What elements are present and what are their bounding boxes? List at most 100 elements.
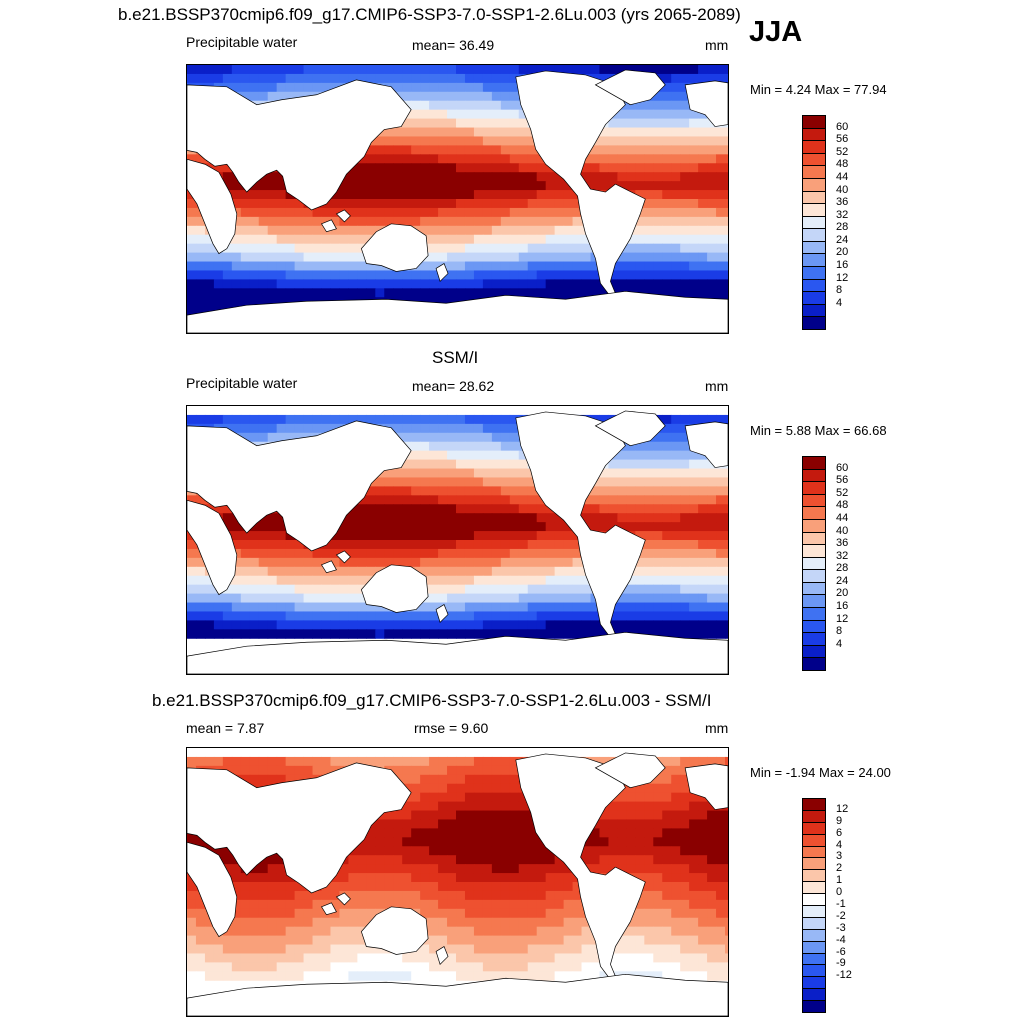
colorbar-tick-label: 4 bbox=[836, 637, 843, 650]
panel2-variable-label: Precipitable water bbox=[186, 375, 298, 391]
panel1-mean-label: mean= 36.49 bbox=[412, 37, 495, 53]
colorbar-tick-label: 16 bbox=[836, 600, 849, 613]
panel1-map-field bbox=[187, 65, 728, 333]
colorbar-tick-label: 16 bbox=[836, 259, 849, 272]
panel3-map bbox=[186, 747, 729, 1017]
continent-outlines bbox=[187, 410, 728, 674]
colorbar-tick-label: 52 bbox=[836, 145, 849, 158]
panel2-map-field bbox=[187, 410, 728, 674]
colorbar-tick-label: 40 bbox=[836, 524, 849, 537]
colorbar-tick-label: 32 bbox=[836, 208, 849, 221]
colorbar-segment bbox=[802, 215, 826, 230]
colorbar-segment bbox=[802, 657, 826, 671]
colorbar-segment bbox=[802, 468, 826, 483]
colorbar-tick-label: 4 bbox=[836, 296, 843, 309]
panel2-colorbar: 60 56 52 48 44 40 36 32 28 24 20 16 12 8 4 bbox=[802, 456, 848, 671]
panel1-minmax-label: Min = 4.24 Max = 77.94 bbox=[750, 82, 887, 97]
colorbar-segment bbox=[802, 644, 826, 659]
colorbar-segment bbox=[802, 203, 826, 217]
colorbar-segment bbox=[802, 127, 826, 142]
colorbar-tick-label: -1 bbox=[836, 898, 846, 910]
colorbar-tick-label: -3 bbox=[836, 921, 846, 934]
colorbar-tick-label: 12 bbox=[836, 802, 849, 815]
colorbar-tick-label: 8 bbox=[836, 284, 843, 297]
colorbar-segment bbox=[802, 544, 826, 558]
colorbar-segment bbox=[802, 607, 826, 621]
colorbar-tick-label: 36 bbox=[836, 537, 849, 550]
season-label: JJA bbox=[749, 16, 803, 48]
colorbar-tick-label: 40 bbox=[836, 183, 849, 196]
colorbar-segment bbox=[802, 266, 826, 280]
panel3-map-field bbox=[187, 752, 728, 1016]
colorbar-segment bbox=[802, 569, 826, 583]
colorbar-tick-label: -12 bbox=[836, 969, 852, 982]
panel2-title: SSM/I bbox=[432, 348, 479, 367]
colorbar-tick-label: 2 bbox=[836, 862, 843, 875]
colorbar-segment bbox=[802, 493, 826, 508]
colorbar-tick-label: 28 bbox=[836, 221, 849, 234]
colorbar-tick-label: 56 bbox=[836, 133, 849, 146]
colorbar-segment bbox=[802, 619, 826, 634]
colorbar-segment bbox=[802, 518, 826, 533]
colorbar-tick-label: 60 bbox=[836, 461, 849, 474]
colorbar-segment bbox=[802, 115, 826, 129]
colorbar-segment bbox=[802, 506, 826, 520]
colorbar-segment bbox=[802, 140, 826, 154]
colorbar-segment bbox=[802, 165, 826, 179]
colorbar-tick-label: 24 bbox=[836, 574, 849, 587]
colorbar-segment bbox=[802, 253, 826, 268]
panel1-colorbar: 60 56 52 48 44 40 36 32 28 24 20 16 12 8 4 bbox=[802, 115, 848, 330]
colorbar-segment bbox=[802, 278, 826, 293]
colorbar-segment bbox=[802, 303, 826, 318]
colorbar-tick-label: 3 bbox=[836, 850, 843, 863]
colorbar-segment bbox=[802, 581, 826, 596]
colorbar-tick-label: 44 bbox=[836, 170, 849, 183]
colorbar-tick-label: 6 bbox=[836, 826, 843, 839]
colorbar-tick-label: 20 bbox=[836, 246, 849, 259]
colorbar-segment bbox=[802, 456, 826, 470]
panel3-colorbar: 12 9 6 4 3 2 1 0 -1 -2 -3 -4 -6 -9 -12 bbox=[802, 798, 852, 1013]
colorbar-segment bbox=[802, 556, 826, 571]
colorbar-tick-label: 20 bbox=[836, 587, 849, 600]
colorbar-tick-label: 48 bbox=[836, 499, 849, 512]
colorbar-segment bbox=[802, 531, 826, 546]
colorbar-segment bbox=[802, 1000, 826, 1013]
panel1-map bbox=[186, 64, 729, 334]
colorbar-tick-label: 24 bbox=[836, 233, 849, 246]
continent-outlines bbox=[187, 752, 728, 1016]
colorbar-segment bbox=[802, 481, 826, 495]
panel3-minmax-label: Min = -1.94 Max = 24.00 bbox=[750, 765, 891, 780]
colorbar-segment bbox=[802, 632, 826, 646]
colorbar-tick-label: 56 bbox=[836, 474, 849, 487]
colorbar-tick-label: -6 bbox=[836, 945, 846, 958]
colorbar-segment bbox=[802, 594, 826, 609]
panel3-title: b.e21.BSSP370cmip6.f09_g17.CMIP6-SSP3-7.… bbox=[152, 691, 712, 710]
panel2-mean-label: mean= 28.62 bbox=[412, 378, 495, 394]
panel2-units-label: mm bbox=[705, 378, 729, 394]
panel2-map bbox=[186, 405, 729, 675]
colorbar-segment bbox=[802, 228, 826, 242]
colorbar-tick-label: -9 bbox=[836, 957, 846, 970]
colorbar-segment bbox=[802, 291, 826, 305]
colorbar-tick-label: 4 bbox=[836, 838, 843, 851]
colorbar-tick-label: 36 bbox=[836, 196, 849, 209]
figure-title: b.e21.BSSP370cmip6.f09_g17.CMIP6-SSP3-7.… bbox=[118, 5, 741, 24]
panel3-rmse-label: rmse = 9.60 bbox=[414, 720, 489, 736]
colorbar-tick-label: 28 bbox=[836, 562, 849, 575]
colorbar-segment bbox=[802, 190, 826, 205]
colorbar-tick-label: 8 bbox=[836, 625, 843, 638]
panel3-units-label: mm bbox=[705, 720, 729, 736]
colorbar-tick-label: 32 bbox=[836, 549, 849, 562]
colorbar-tick-label: 52 bbox=[836, 486, 849, 499]
colorbar-tick-label: -2 bbox=[836, 909, 846, 922]
colorbar-tick-label: 1 bbox=[836, 874, 843, 887]
panel1-variable-label: Precipitable water bbox=[186, 34, 298, 50]
colorbar-tick-label: 12 bbox=[836, 271, 849, 284]
panel2-minmax-label: Min = 5.88 Max = 66.68 bbox=[750, 423, 887, 438]
colorbar-tick-label: 60 bbox=[836, 120, 849, 133]
panel3-mean-label: mean = 7.87 bbox=[186, 720, 265, 736]
colorbar-tick-label: 12 bbox=[836, 612, 849, 625]
colorbar-tick-label: -4 bbox=[836, 933, 846, 946]
continent-outlines bbox=[187, 69, 728, 333]
colorbar-segment bbox=[802, 152, 826, 167]
